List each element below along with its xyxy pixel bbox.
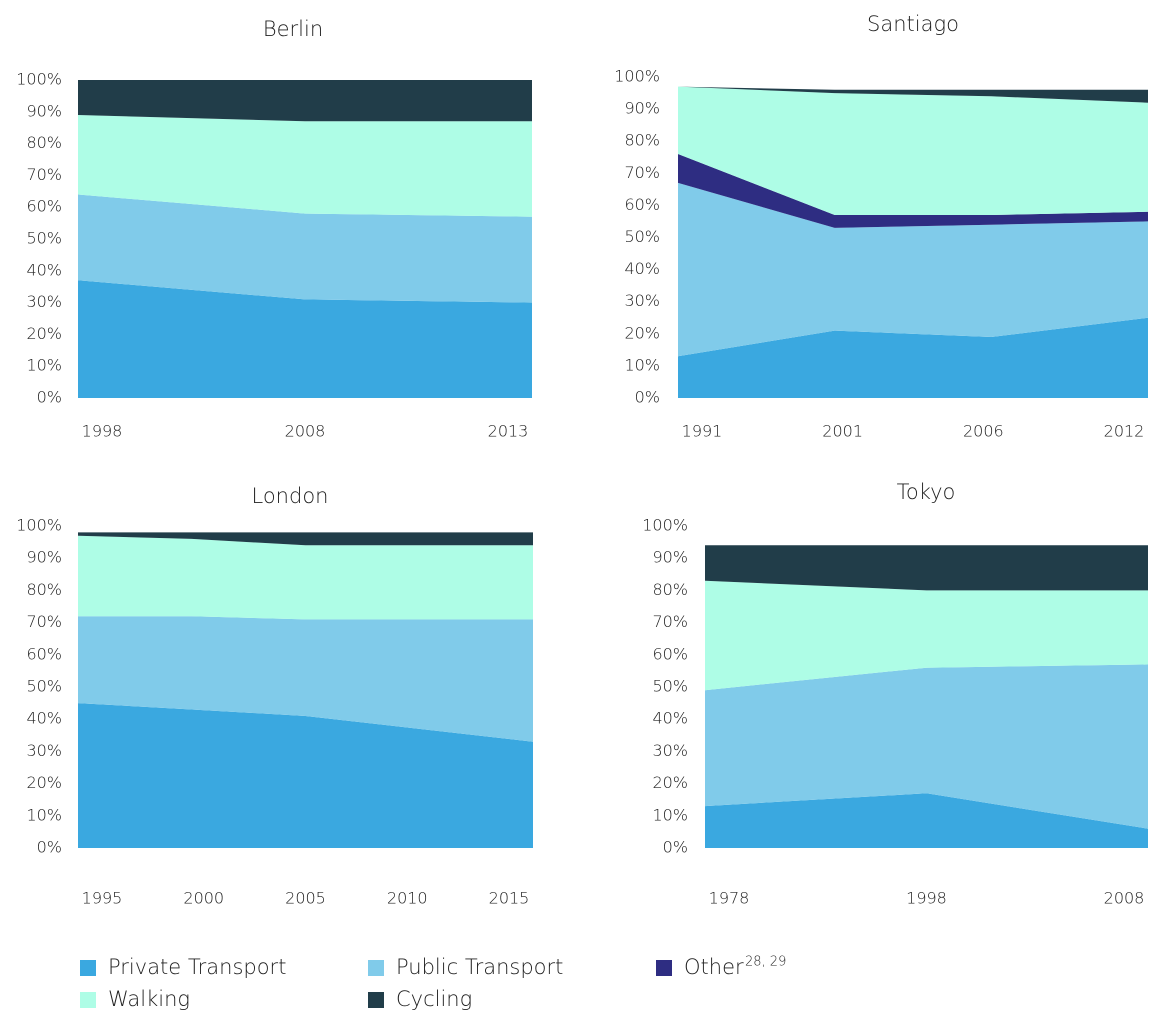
x-tick-label: 2005 [285, 889, 326, 908]
legend-swatch [656, 960, 672, 976]
area [78, 115, 532, 217]
y-tick-label: 100% [614, 67, 660, 86]
legend-swatch [80, 992, 96, 1008]
y-tick-label: 20% [26, 773, 62, 792]
y-tick-label: 70% [624, 163, 660, 182]
y-tick-label: 0% [635, 388, 660, 407]
y-tick-label: 90% [26, 548, 62, 567]
area [78, 194, 532, 303]
legend-label: Other [684, 955, 744, 979]
x-tick-label: 1995 [82, 889, 123, 908]
y-tick-label: 50% [624, 227, 660, 246]
legend-label: Public Transport [396, 955, 563, 979]
y-tick-label: 60% [26, 197, 62, 216]
area [78, 616, 533, 742]
legend-swatch [80, 960, 96, 976]
x-tick-label: 2010 [387, 889, 428, 908]
y-tick-label: 40% [26, 709, 62, 728]
x-tick-label: 2012 [1104, 422, 1145, 441]
x-tick-label: 2000 [183, 889, 224, 908]
area [78, 532, 533, 546]
y-tick-label: 100% [642, 516, 688, 535]
area [78, 535, 533, 620]
x-tick-label: 1998 [906, 889, 947, 908]
x-tick-label: 2015 [489, 889, 530, 908]
chart-title: Santiago [867, 12, 959, 36]
y-tick-label: 20% [652, 773, 688, 792]
y-tick-label: 80% [624, 131, 660, 150]
y-tick-label: 60% [624, 195, 660, 214]
y-tick-label: 0% [37, 838, 62, 857]
area [78, 80, 532, 122]
y-tick-label: 20% [26, 324, 62, 343]
x-tick-label: 2013 [488, 422, 529, 441]
y-tick-label: 10% [26, 805, 62, 824]
x-tick-label: 2006 [963, 422, 1004, 441]
area [678, 86, 1148, 215]
chart-title: Tokyo [897, 480, 956, 504]
legend-label: Cycling [396, 987, 472, 1011]
legend-swatch [368, 992, 384, 1008]
y-tick-label: 30% [26, 741, 62, 760]
y-tick-label: 60% [26, 644, 62, 663]
y-tick-label: 70% [652, 612, 688, 631]
area [678, 86, 1148, 103]
area [678, 317, 1148, 398]
y-tick-label: 100% [16, 70, 62, 89]
footnote: 28, 29 [745, 955, 786, 970]
y-tick-label: 70% [26, 165, 62, 184]
y-tick-label: 50% [26, 677, 62, 696]
legend-label: Walking [108, 987, 190, 1011]
x-tick-label: 1998 [82, 422, 123, 441]
x-tick-label: 2001 [822, 422, 863, 441]
y-tick-label: 40% [624, 259, 660, 278]
y-tick-label: 80% [26, 580, 62, 599]
x-tick-label: 2008 [1104, 889, 1145, 908]
area [705, 793, 1148, 848]
y-tick-label: 0% [37, 388, 62, 407]
area [78, 703, 533, 848]
y-tick-label: 10% [26, 356, 62, 375]
legend-swatch [368, 960, 384, 976]
y-tick-label: 90% [652, 548, 688, 567]
area [705, 664, 1148, 829]
area [78, 280, 532, 398]
legend-label: Private Transport [108, 955, 286, 979]
x-tick-label: 2008 [285, 422, 326, 441]
area [705, 545, 1148, 591]
y-tick-label: 40% [26, 260, 62, 279]
y-tick-label: 50% [652, 677, 688, 696]
y-tick-label: 50% [26, 229, 62, 248]
y-tick-label: 20% [624, 323, 660, 342]
y-tick-label: 60% [652, 644, 688, 663]
area [678, 182, 1148, 357]
area [678, 154, 1148, 228]
y-tick-label: 90% [624, 99, 660, 118]
y-tick-label: 0% [663, 838, 688, 857]
y-tick-label: 30% [26, 292, 62, 311]
y-tick-label: 70% [26, 612, 62, 631]
x-tick-label: 1991 [682, 422, 723, 441]
y-tick-label: 30% [652, 741, 688, 760]
chart-title: London [252, 484, 329, 508]
y-tick-label: 10% [652, 805, 688, 824]
y-tick-label: 40% [652, 709, 688, 728]
y-tick-label: 90% [26, 101, 62, 120]
y-tick-label: 30% [624, 291, 660, 310]
y-tick-label: 80% [652, 580, 688, 599]
x-tick-label: 1978 [709, 889, 750, 908]
area [705, 580, 1148, 691]
y-tick-label: 100% [16, 516, 62, 535]
y-tick-label: 10% [624, 355, 660, 374]
chart-title: Berlin [263, 17, 323, 41]
y-tick-label: 80% [26, 133, 62, 152]
